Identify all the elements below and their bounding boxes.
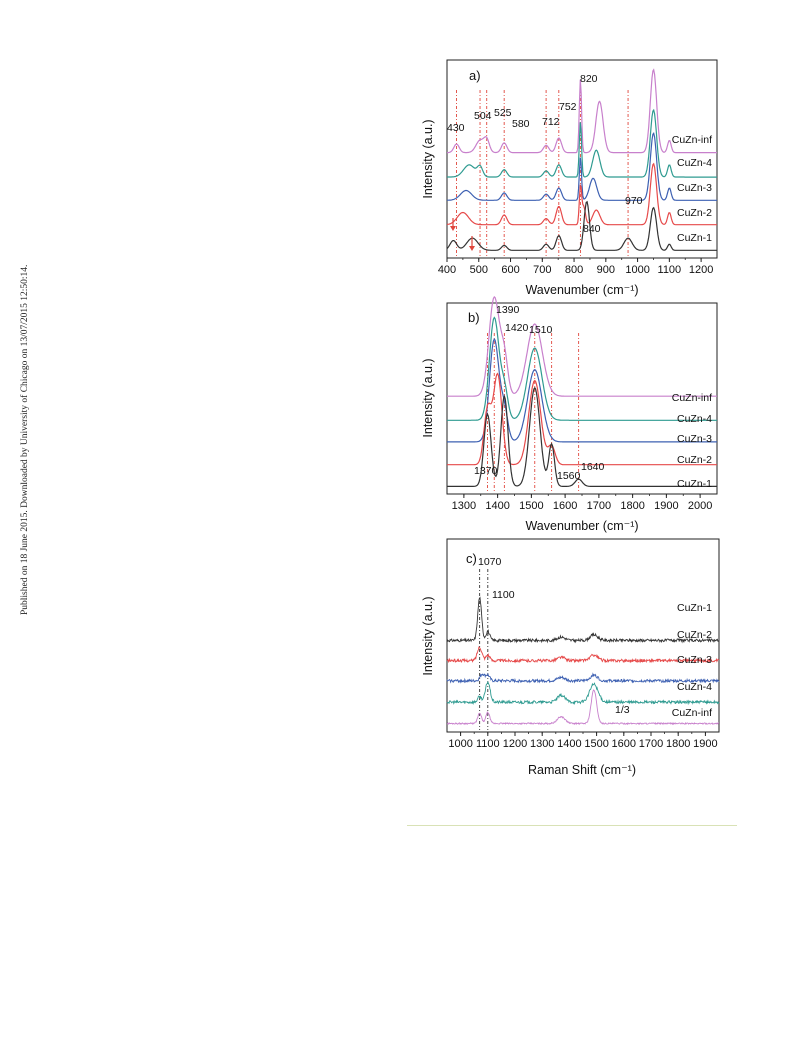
x-tick-label: 1900 bbox=[654, 500, 678, 512]
peak-label: 712 bbox=[542, 116, 560, 128]
spectrum-line-cuzn-inf bbox=[447, 68, 717, 154]
series-label-cuzn-4: CuZn-4 bbox=[677, 681, 712, 693]
peak-label: 970 bbox=[625, 195, 643, 207]
peak-label: 752 bbox=[559, 101, 577, 113]
peak-label: 820 bbox=[580, 73, 598, 85]
spectrum-line-cuzn-3 bbox=[447, 337, 717, 443]
x-tick-label: 400 bbox=[438, 264, 456, 276]
series-label-cuzn-3: CuZn-3 bbox=[677, 433, 712, 445]
spectrum-line-cuzn-inf bbox=[446, 689, 719, 726]
peak-label: 1370 bbox=[474, 465, 498, 477]
x-axis-label: Wavenumber (cm⁻¹) bbox=[525, 283, 638, 297]
x-tick-label: 900 bbox=[597, 264, 615, 276]
x-tick-label: 500 bbox=[470, 264, 488, 276]
series-label-cuzn-inf: CuZn-inf bbox=[672, 707, 712, 719]
spectrum-line-cuzn-inf bbox=[447, 295, 717, 397]
peak-label: 1390 bbox=[496, 304, 520, 316]
x-tick-label: 1600 bbox=[612, 738, 636, 750]
arrow-head bbox=[469, 246, 475, 251]
peak-label: 580 bbox=[512, 118, 530, 130]
spectrum-line-cuzn-1 bbox=[447, 386, 717, 487]
x-axis-label: Wavenumber (cm⁻¹) bbox=[525, 519, 638, 533]
x-tick-label: 1100 bbox=[658, 264, 682, 276]
x-tick-label: 1000 bbox=[625, 264, 649, 276]
series-label-cuzn-2: CuZn-2 bbox=[677, 454, 712, 466]
spectrum-line-cuzn-4 bbox=[447, 316, 717, 421]
x-tick-label: 1400 bbox=[485, 500, 509, 512]
series-label-cuzn-1: CuZn-1 bbox=[677, 232, 712, 244]
peak-label: 504 bbox=[474, 110, 492, 122]
y-axis-label: Intensity (a.u.) bbox=[421, 358, 435, 437]
spectrum-line-cuzn-4 bbox=[447, 108, 717, 178]
x-tick-label: 1300 bbox=[530, 738, 554, 750]
series-label-cuzn-2: CuZn-2 bbox=[677, 629, 712, 641]
peak-label: 1070 bbox=[478, 556, 502, 568]
series-label-cuzn-4: CuZn-4 bbox=[677, 413, 712, 425]
spectrum-line-cuzn-2 bbox=[447, 372, 717, 466]
x-tick-label: 1700 bbox=[587, 500, 611, 512]
x-tick-label: 1000 bbox=[448, 738, 472, 750]
series-label-cuzn-4: CuZn-4 bbox=[677, 157, 712, 169]
arrow-head bbox=[450, 226, 456, 231]
spectrum-line-cuzn-3 bbox=[447, 131, 717, 201]
x-axis-label: Raman Shift (cm⁻¹) bbox=[528, 763, 636, 777]
series-label-cuzn-3: CuZn-3 bbox=[677, 654, 712, 666]
x-tick-label: 1300 bbox=[452, 500, 476, 512]
x-tick-label: 1900 bbox=[693, 738, 717, 750]
x-tick-label: 1600 bbox=[553, 500, 577, 512]
spectrum-line-cuzn-2 bbox=[446, 162, 717, 226]
series-label-cuzn-1: CuZn-1 bbox=[677, 602, 712, 614]
x-tick-label: 700 bbox=[533, 264, 551, 276]
spectrum-line-cuzn-1 bbox=[446, 596, 720, 644]
peak-label: 1640 bbox=[581, 461, 605, 473]
peak-label: 1420 bbox=[505, 322, 529, 334]
peak-label: 430 bbox=[447, 122, 465, 134]
spectrum-line-cuzn-2 bbox=[446, 646, 720, 664]
plot-frame bbox=[446, 59, 718, 259]
peak-label: 840 bbox=[583, 223, 601, 235]
x-tick-label: 1800 bbox=[620, 500, 644, 512]
spectrum-line-cuzn-4 bbox=[446, 680, 720, 706]
x-tick-label: 1700 bbox=[639, 738, 663, 750]
series-label-cuzn-inf: CuZn-inf bbox=[672, 134, 712, 146]
y-axis-label: Intensity (a.u.) bbox=[421, 119, 435, 198]
y-axis-label: Intensity (a.u.) bbox=[421, 596, 435, 675]
x-tick-label: 1500 bbox=[584, 738, 608, 750]
x-tick-label: 1500 bbox=[519, 500, 543, 512]
series-label-cuzn-2: CuZn-2 bbox=[677, 207, 712, 219]
peak-label: 525 bbox=[494, 107, 512, 119]
footer-rule bbox=[407, 825, 737, 826]
x-tick-label: 1800 bbox=[666, 738, 690, 750]
x-tick-label: 1200 bbox=[503, 738, 527, 750]
x-tick-label: 1100 bbox=[476, 738, 500, 750]
x-tick-label: 1200 bbox=[689, 264, 713, 276]
x-tick-label: 800 bbox=[565, 264, 583, 276]
series-label-cuzn-1: CuZn-1 bbox=[677, 478, 712, 490]
panel-label: c) bbox=[466, 551, 477, 566]
panel-label: a) bbox=[469, 68, 481, 83]
peak-label: 1100 bbox=[492, 589, 515, 601]
peak-label: 1/3 bbox=[615, 704, 630, 716]
peak-label: 1510 bbox=[529, 324, 553, 336]
spectrum-line-cuzn-3 bbox=[446, 672, 720, 684]
x-tick-label: 2000 bbox=[688, 500, 712, 512]
peak-label: 1560 bbox=[557, 470, 581, 482]
panel-label: b) bbox=[468, 310, 480, 325]
spectrum-line-cuzn-1 bbox=[446, 200, 717, 251]
x-tick-label: 1400 bbox=[557, 738, 581, 750]
series-label-cuzn-inf: CuZn-inf bbox=[672, 392, 712, 404]
series-label-cuzn-3: CuZn-3 bbox=[677, 182, 712, 194]
x-tick-label: 600 bbox=[501, 264, 519, 276]
